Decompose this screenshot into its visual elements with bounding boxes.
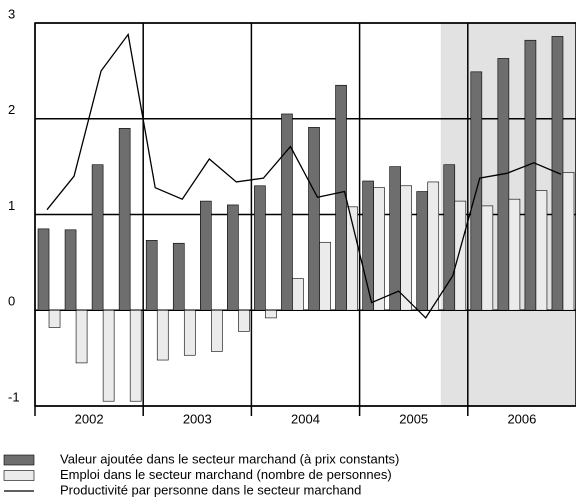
bar xyxy=(497,58,510,311)
bar xyxy=(265,309,277,319)
bar xyxy=(118,128,131,311)
x-tick-label: 2002 xyxy=(75,411,104,426)
y-tick-label: 3 xyxy=(8,6,15,21)
bar xyxy=(524,39,537,311)
bar xyxy=(319,241,331,311)
legend-swatch xyxy=(3,454,35,466)
bar xyxy=(172,242,185,311)
y-tick-label: -1 xyxy=(8,389,20,404)
bar xyxy=(48,309,61,328)
bar xyxy=(75,309,88,364)
bar xyxy=(416,191,429,311)
bar xyxy=(346,206,358,311)
y-tick-label: 1 xyxy=(8,198,15,213)
bar xyxy=(211,309,223,352)
x-tick-label: 2004 xyxy=(291,411,320,426)
bar xyxy=(508,198,521,311)
bar xyxy=(129,309,142,402)
bar xyxy=(238,309,250,332)
legend-swatch xyxy=(3,470,35,481)
bar xyxy=(562,172,575,311)
x-tick-label: 2005 xyxy=(399,411,428,426)
plot-frame xyxy=(34,22,576,407)
bar xyxy=(254,185,266,311)
bar xyxy=(183,309,196,356)
x-tick-label: 2003 xyxy=(183,411,212,426)
y-tick-label: 0 xyxy=(8,294,15,309)
bar xyxy=(400,185,412,311)
legend-label: Productivité par personne dans le secteu… xyxy=(60,482,361,497)
bar xyxy=(200,200,212,311)
line xyxy=(46,32,562,319)
bar xyxy=(335,84,347,311)
bar xyxy=(102,309,115,402)
bar xyxy=(281,113,293,311)
bar xyxy=(64,229,77,311)
bar xyxy=(427,181,440,311)
bar xyxy=(145,240,158,311)
bar xyxy=(227,204,239,311)
bar xyxy=(91,164,104,311)
bar xyxy=(156,309,169,361)
bar xyxy=(454,200,467,311)
bar xyxy=(292,278,304,311)
y-tick-label: 2 xyxy=(8,102,15,117)
bar xyxy=(481,205,494,311)
bar xyxy=(308,127,320,311)
bar xyxy=(389,166,401,311)
legend-label: Emploi dans le secteur marchand (nombre … xyxy=(60,467,392,482)
legend-label: Valeur ajoutée dans le secteur marchand … xyxy=(60,451,399,466)
bar xyxy=(37,228,50,311)
bar xyxy=(535,190,548,311)
bar xyxy=(373,187,385,311)
x-tick-label: 2006 xyxy=(507,411,536,426)
